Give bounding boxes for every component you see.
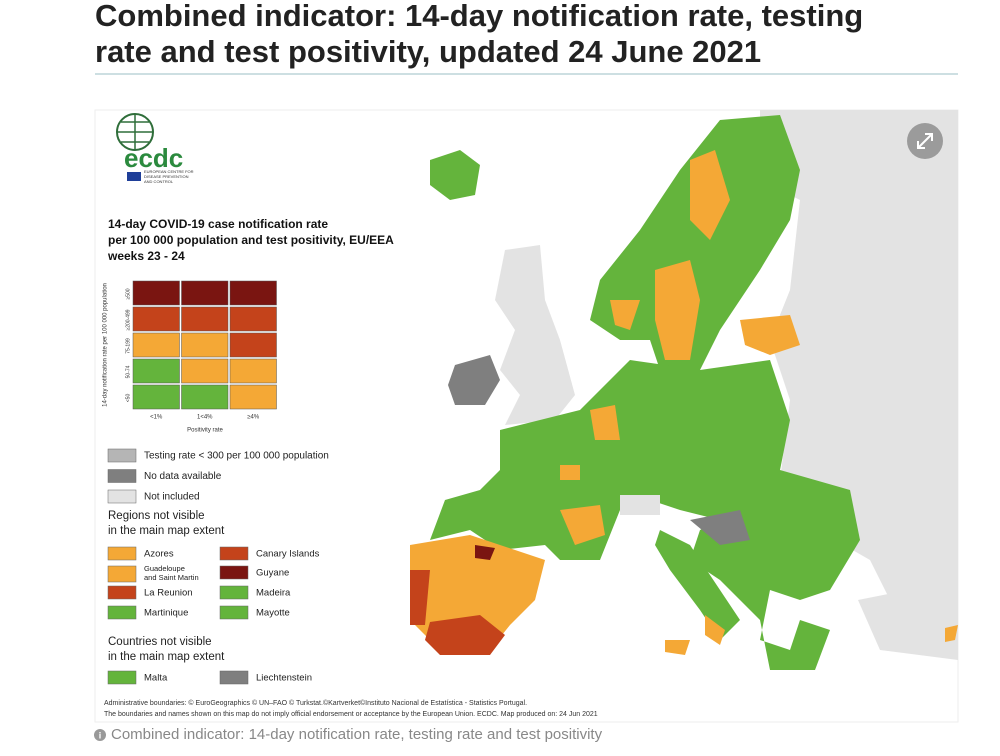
matrix-cell [181,384,229,410]
row-label: 75-199 [125,338,131,354]
legend-swatch [219,546,249,561]
title-line: rate and test positivity, updated 24 Jun… [95,34,761,69]
legend-label: Not included [144,492,200,503]
sweden-south [655,260,700,360]
legend-label: Guadeloupe [144,564,185,573]
legend-swatch [107,670,137,685]
legend-label: Liechtenstein [256,673,312,684]
matrix-cell [132,384,180,410]
logo-sub: DISEASE PREVENTION [144,174,189,179]
nordic [590,115,800,370]
continent [430,360,860,670]
legend-label: Guyane [256,568,289,579]
logo: ecdc EUROPEAN CENTRE FOR DISEASE PREVENT… [116,113,194,184]
matrix-cell [132,306,180,332]
legend-label: Canary Islands [256,549,320,560]
legend-swatch [107,585,137,600]
italy-south [705,615,725,645]
legend-label: No data available [144,471,222,482]
portugal-south [410,570,430,625]
legend-swatch [107,448,137,463]
footer-line: Administrative boundaries: © EuroGeograp… [104,699,527,707]
legend-label: Mayotte [256,608,290,619]
row-label: ≥500 [125,288,131,299]
legend: 14-day COVID-19 case notification rate pe… [107,217,394,685]
matrix-cell [229,332,277,358]
latvia [740,315,800,355]
title-line: Combined indicator: 14-day notification … [95,0,863,33]
map [94,109,959,723]
x-label: Positivity rate [187,428,223,434]
sweden-north [690,150,730,240]
legend-title: per 100 000 population and test positivi… [108,233,394,247]
italy [655,530,740,640]
matrix-cell [181,358,229,384]
not-included-turkey [858,580,958,660]
uk [495,245,575,425]
matrix-cell [229,384,277,410]
matrix-cell [229,358,277,384]
matrix-cell [229,306,277,332]
legend-heading: in the main map extent [108,651,225,663]
legend-heading: in the main map extent [108,525,225,537]
paris [560,465,580,480]
matrix-cell [181,306,229,332]
eu-flag [127,172,141,181]
legend-swatch [219,585,249,600]
matrix-cell [181,332,229,358]
legend-title: weeks 23 - 24 [107,249,185,263]
switzerland [620,495,660,515]
legend-swatch [107,565,137,583]
legend-label: Testing rate < 300 per 100 000 populatio… [144,451,329,462]
matrix-cell [132,332,180,358]
column-label: 1<4% [197,415,213,421]
france-east [560,505,605,545]
logo-sub: EUROPEAN CENTRE FOR [144,169,194,174]
matrix-cell [132,280,180,306]
legend-swatch [107,469,137,483]
legend-swatch [219,605,249,620]
row-label: ≥200-499 [125,309,131,330]
legend-label: Azores [144,549,174,560]
caption: Combined indicator: 14-day notification … [111,726,603,743]
legend-heading: Regions not visible [108,510,205,522]
footer-line: The boundaries and names shown on this m… [104,711,598,718]
info-icon [94,729,106,741]
ireland [448,355,500,405]
bosnia [690,510,750,545]
legend-swatch [107,605,137,620]
info-i: i [99,730,102,740]
logo-grid [117,114,153,150]
column-label: ≥4% [247,415,260,421]
row-label: 50-74 [125,365,131,378]
matrix-cell [132,358,180,384]
iceland [430,150,480,200]
expand-icon [917,133,933,149]
logo-sub: AND CONTROL [144,179,174,184]
cyprus [945,625,958,642]
matrix-cell [229,280,277,306]
legend-label: Malta [144,673,168,684]
legend-swatch [219,565,249,580]
column-label: <1% [150,415,163,421]
andalusia [425,615,505,655]
legend-title: 14-day COVID-19 case notification rate [108,217,328,231]
row-label: <50 [125,394,131,403]
sicily [665,640,690,655]
legend-swatch [107,546,137,561]
logo-text: ecdc [124,143,183,173]
legend-label: and Saint Martin [144,573,199,582]
y-label: 14-day notification rate per 100 000 pop… [103,283,109,407]
norway-south [610,300,640,330]
basque [475,545,495,560]
legend-label: Martinique [144,608,188,619]
benelux [590,405,620,440]
legend-swatch [219,670,249,685]
legend-label: Madeira [256,588,291,599]
legend-label: La Reunion [144,588,193,599]
legend-swatch [107,489,137,504]
legend-heading: Countries not visible [108,636,212,648]
matrix-cell [181,280,229,306]
